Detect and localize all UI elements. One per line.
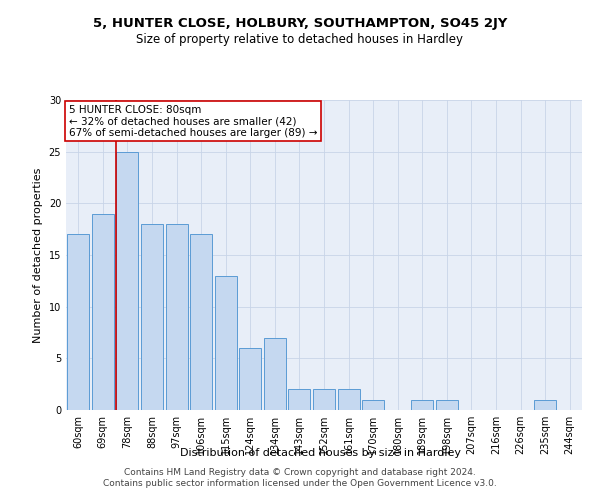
Bar: [92, 214, 114, 410]
Bar: [239, 348, 262, 410]
Bar: [166, 224, 188, 410]
Bar: [67, 234, 89, 410]
Bar: [534, 400, 556, 410]
Text: Contains HM Land Registry data © Crown copyright and database right 2024.
Contai: Contains HM Land Registry data © Crown c…: [103, 468, 497, 487]
Bar: [141, 224, 163, 410]
Bar: [116, 152, 139, 410]
Text: 5 HUNTER CLOSE: 80sqm
← 32% of detached houses are smaller (42)
67% of semi-deta: 5 HUNTER CLOSE: 80sqm ← 32% of detached …: [68, 104, 317, 138]
Bar: [264, 338, 286, 410]
Bar: [313, 390, 335, 410]
Bar: [215, 276, 237, 410]
Y-axis label: Number of detached properties: Number of detached properties: [33, 168, 43, 342]
Text: Size of property relative to detached houses in Hardley: Size of property relative to detached ho…: [137, 32, 464, 46]
Text: Distribution of detached houses by size in Hardley: Distribution of detached houses by size …: [181, 448, 461, 458]
Bar: [289, 390, 310, 410]
Bar: [190, 234, 212, 410]
Bar: [362, 400, 384, 410]
Text: 5, HUNTER CLOSE, HOLBURY, SOUTHAMPTON, SO45 2JY: 5, HUNTER CLOSE, HOLBURY, SOUTHAMPTON, S…: [93, 18, 507, 30]
Bar: [411, 400, 433, 410]
Bar: [338, 390, 359, 410]
Bar: [436, 400, 458, 410]
